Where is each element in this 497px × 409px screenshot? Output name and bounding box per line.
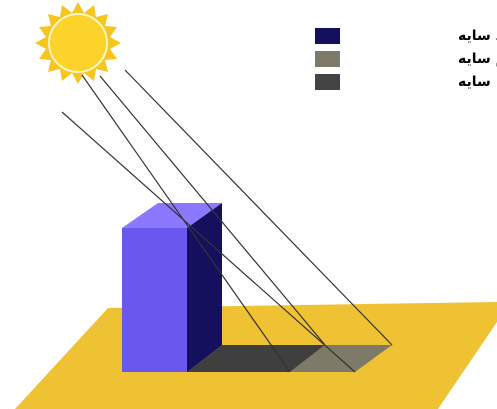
legend-label: نیم سایه <box>458 51 497 67</box>
ray <box>81 74 291 373</box>
box-side <box>187 203 222 372</box>
legend-label: سایه <box>458 74 491 90</box>
legend-label: خود سایه <box>458 28 497 44</box>
legend: خود سایه نیم سایه سایه <box>315 28 497 90</box>
box-front <box>122 228 187 372</box>
legend-swatch <box>315 51 340 67</box>
light-rays <box>61 69 393 373</box>
sun-disc <box>48 13 108 73</box>
umbra <box>187 345 325 372</box>
legend-swatch <box>315 28 340 44</box>
ray <box>99 75 326 346</box>
sun <box>35 2 121 84</box>
penumbra <box>290 345 392 372</box>
legend-swatch <box>315 74 340 90</box>
ray <box>61 111 356 373</box>
ray <box>124 69 393 346</box>
box-top <box>122 203 222 228</box>
